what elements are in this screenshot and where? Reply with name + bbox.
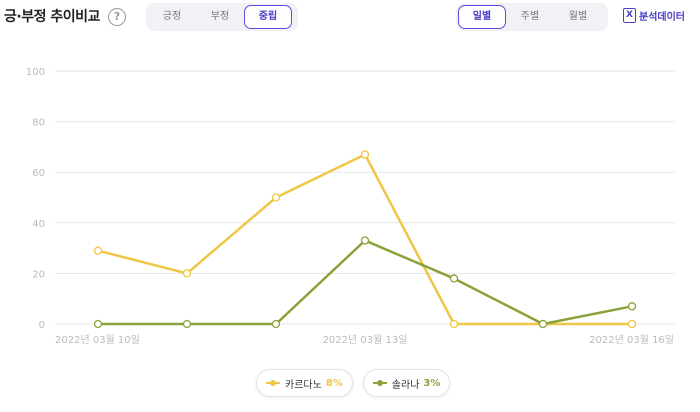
excel-icon: X (623, 8, 636, 23)
legend-item-solana[interactable]: 솔라나 3% (362, 369, 451, 397)
data-point (360, 236, 370, 245)
y-tick-label: 20 (32, 269, 45, 280)
data-point (449, 319, 459, 329)
question-circle-icon[interactable]: ? (108, 8, 126, 26)
data-point (627, 302, 637, 311)
page-title: 긍·부정 추이비교 (4, 9, 100, 25)
data-point (271, 319, 281, 329)
y-tick-label: 60 (32, 168, 45, 179)
data-point (93, 246, 103, 255)
chart-legend: 카르다노 8% 솔라나 3% (256, 369, 451, 397)
export-data-button[interactable]: X 분석데이터 (623, 8, 685, 23)
legend-marker-icon (266, 378, 280, 388)
tab-positive[interactable]: 긍정 (162, 11, 182, 22)
data-point (93, 319, 103, 329)
data-point (271, 193, 281, 202)
x-tick-label: 2022년 03월 10일 (55, 334, 140, 346)
legend-share: 3% (423, 377, 441, 389)
export-data-label: 분석데이터 (639, 12, 685, 23)
series-line (98, 239, 633, 326)
legend-label: 솔라나 (391, 379, 420, 391)
data-point (538, 319, 548, 329)
data-point (360, 150, 370, 159)
data-point (182, 319, 192, 329)
sentiment-tab-group: 긍정 부정 중립 (146, 3, 298, 31)
tab-negative[interactable]: 부정 (210, 11, 230, 22)
y-tick-label: 80 (32, 118, 45, 129)
x-tick-label: 2022년 03월 16일 (589, 334, 674, 346)
data-point (182, 269, 192, 278)
legend-label: 카르다노 (285, 379, 322, 391)
tab-neutral[interactable]: 중립 (244, 5, 292, 29)
data-point (449, 274, 459, 283)
data-point (627, 319, 637, 329)
tab-daily[interactable]: 일별 (458, 5, 506, 29)
x-tick-label: 2022년 03월 13일 (323, 334, 408, 346)
tab-monthly[interactable]: 월별 (568, 11, 588, 22)
legend-marker-icon (372, 378, 387, 388)
legend-share: 8% (325, 377, 343, 389)
period-tab-group: 일별 주별 월별 (456, 3, 608, 31)
y-tick-label: 40 (32, 219, 45, 230)
legend-item-cardano[interactable]: 카르다노 8% (256, 369, 353, 397)
y-tick-label: 0 (39, 320, 45, 331)
tab-weekly[interactable]: 주별 (520, 11, 540, 22)
y-tick-label: 100 (26, 67, 45, 78)
